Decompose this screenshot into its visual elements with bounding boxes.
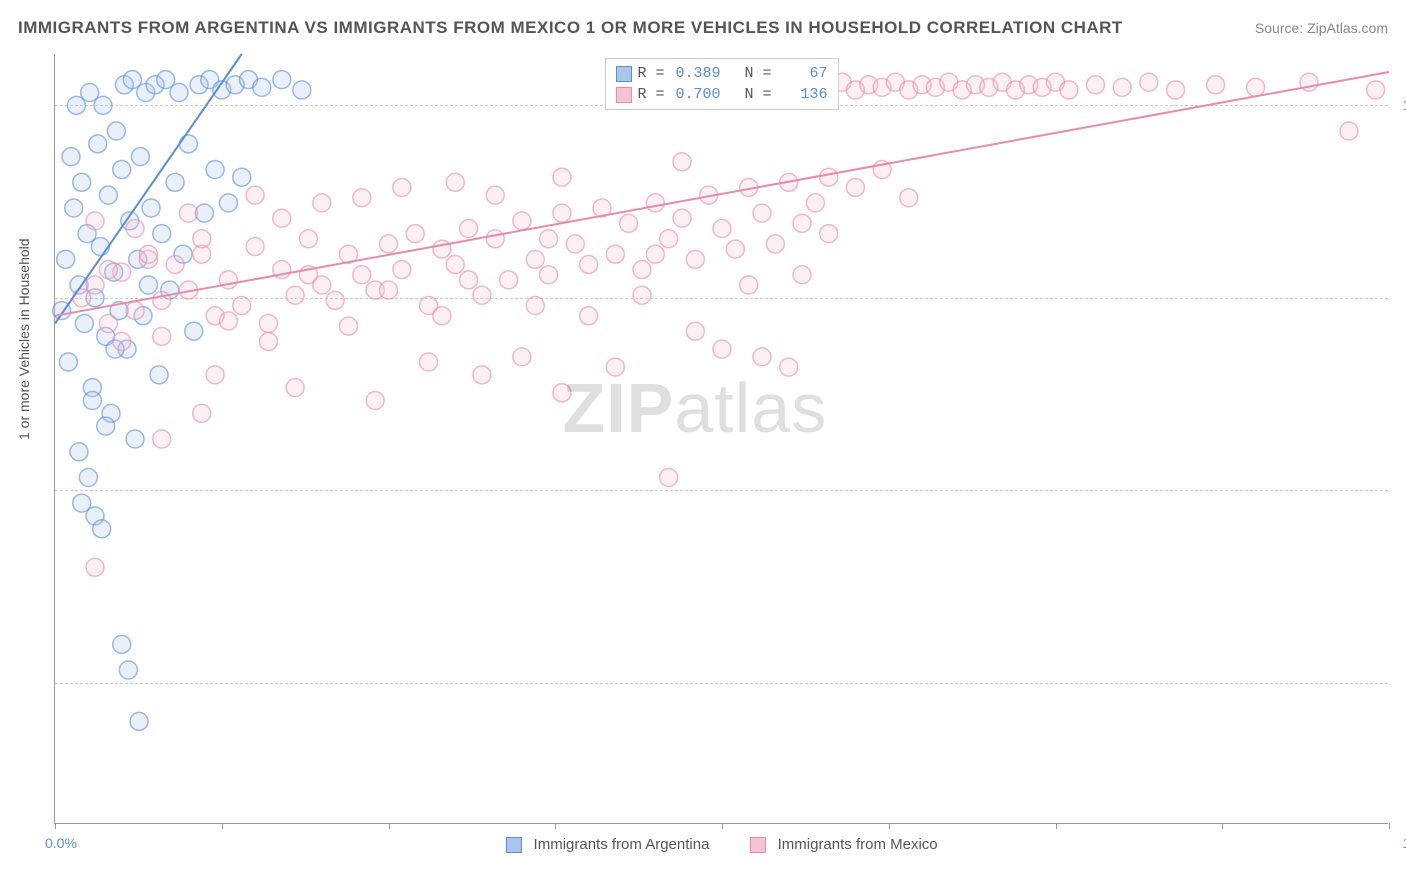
- legend-row-mexico: R =0.700 N =136: [615, 84, 827, 105]
- x-axis-max-label: 100.0%: [1403, 835, 1406, 851]
- swatch-mexico-icon: [615, 87, 631, 103]
- swatch-argentina-icon: [615, 66, 631, 82]
- swatch-argentina-icon: [505, 837, 521, 853]
- series-legend: Immigrants from Argentina Immigrants fro…: [505, 836, 937, 853]
- swatch-mexico-icon: [749, 837, 765, 853]
- correlation-legend: R =0.389 N =67 R =0.700 N =136: [604, 58, 838, 110]
- x-axis-min-label: 0.0%: [45, 835, 77, 851]
- scatter-svg: [55, 54, 1388, 823]
- y-axis-label: 1 or more Vehicles in Household: [16, 238, 32, 440]
- legend-row-argentina: R =0.389 N =67: [615, 63, 827, 84]
- legend-item-argentina: Immigrants from Argentina: [505, 836, 709, 853]
- plot-area: 77.5%85.0%92.5%100.0% ZIPatlas R =0.389 …: [54, 54, 1388, 824]
- chart-title: IMMIGRANTS FROM ARGENTINA VS IMMIGRANTS …: [18, 18, 1123, 38]
- chart-header: IMMIGRANTS FROM ARGENTINA VS IMMIGRANTS …: [18, 18, 1388, 38]
- legend-item-mexico: Immigrants from Mexico: [749, 836, 937, 853]
- chart-source: Source: ZipAtlas.com: [1255, 20, 1388, 36]
